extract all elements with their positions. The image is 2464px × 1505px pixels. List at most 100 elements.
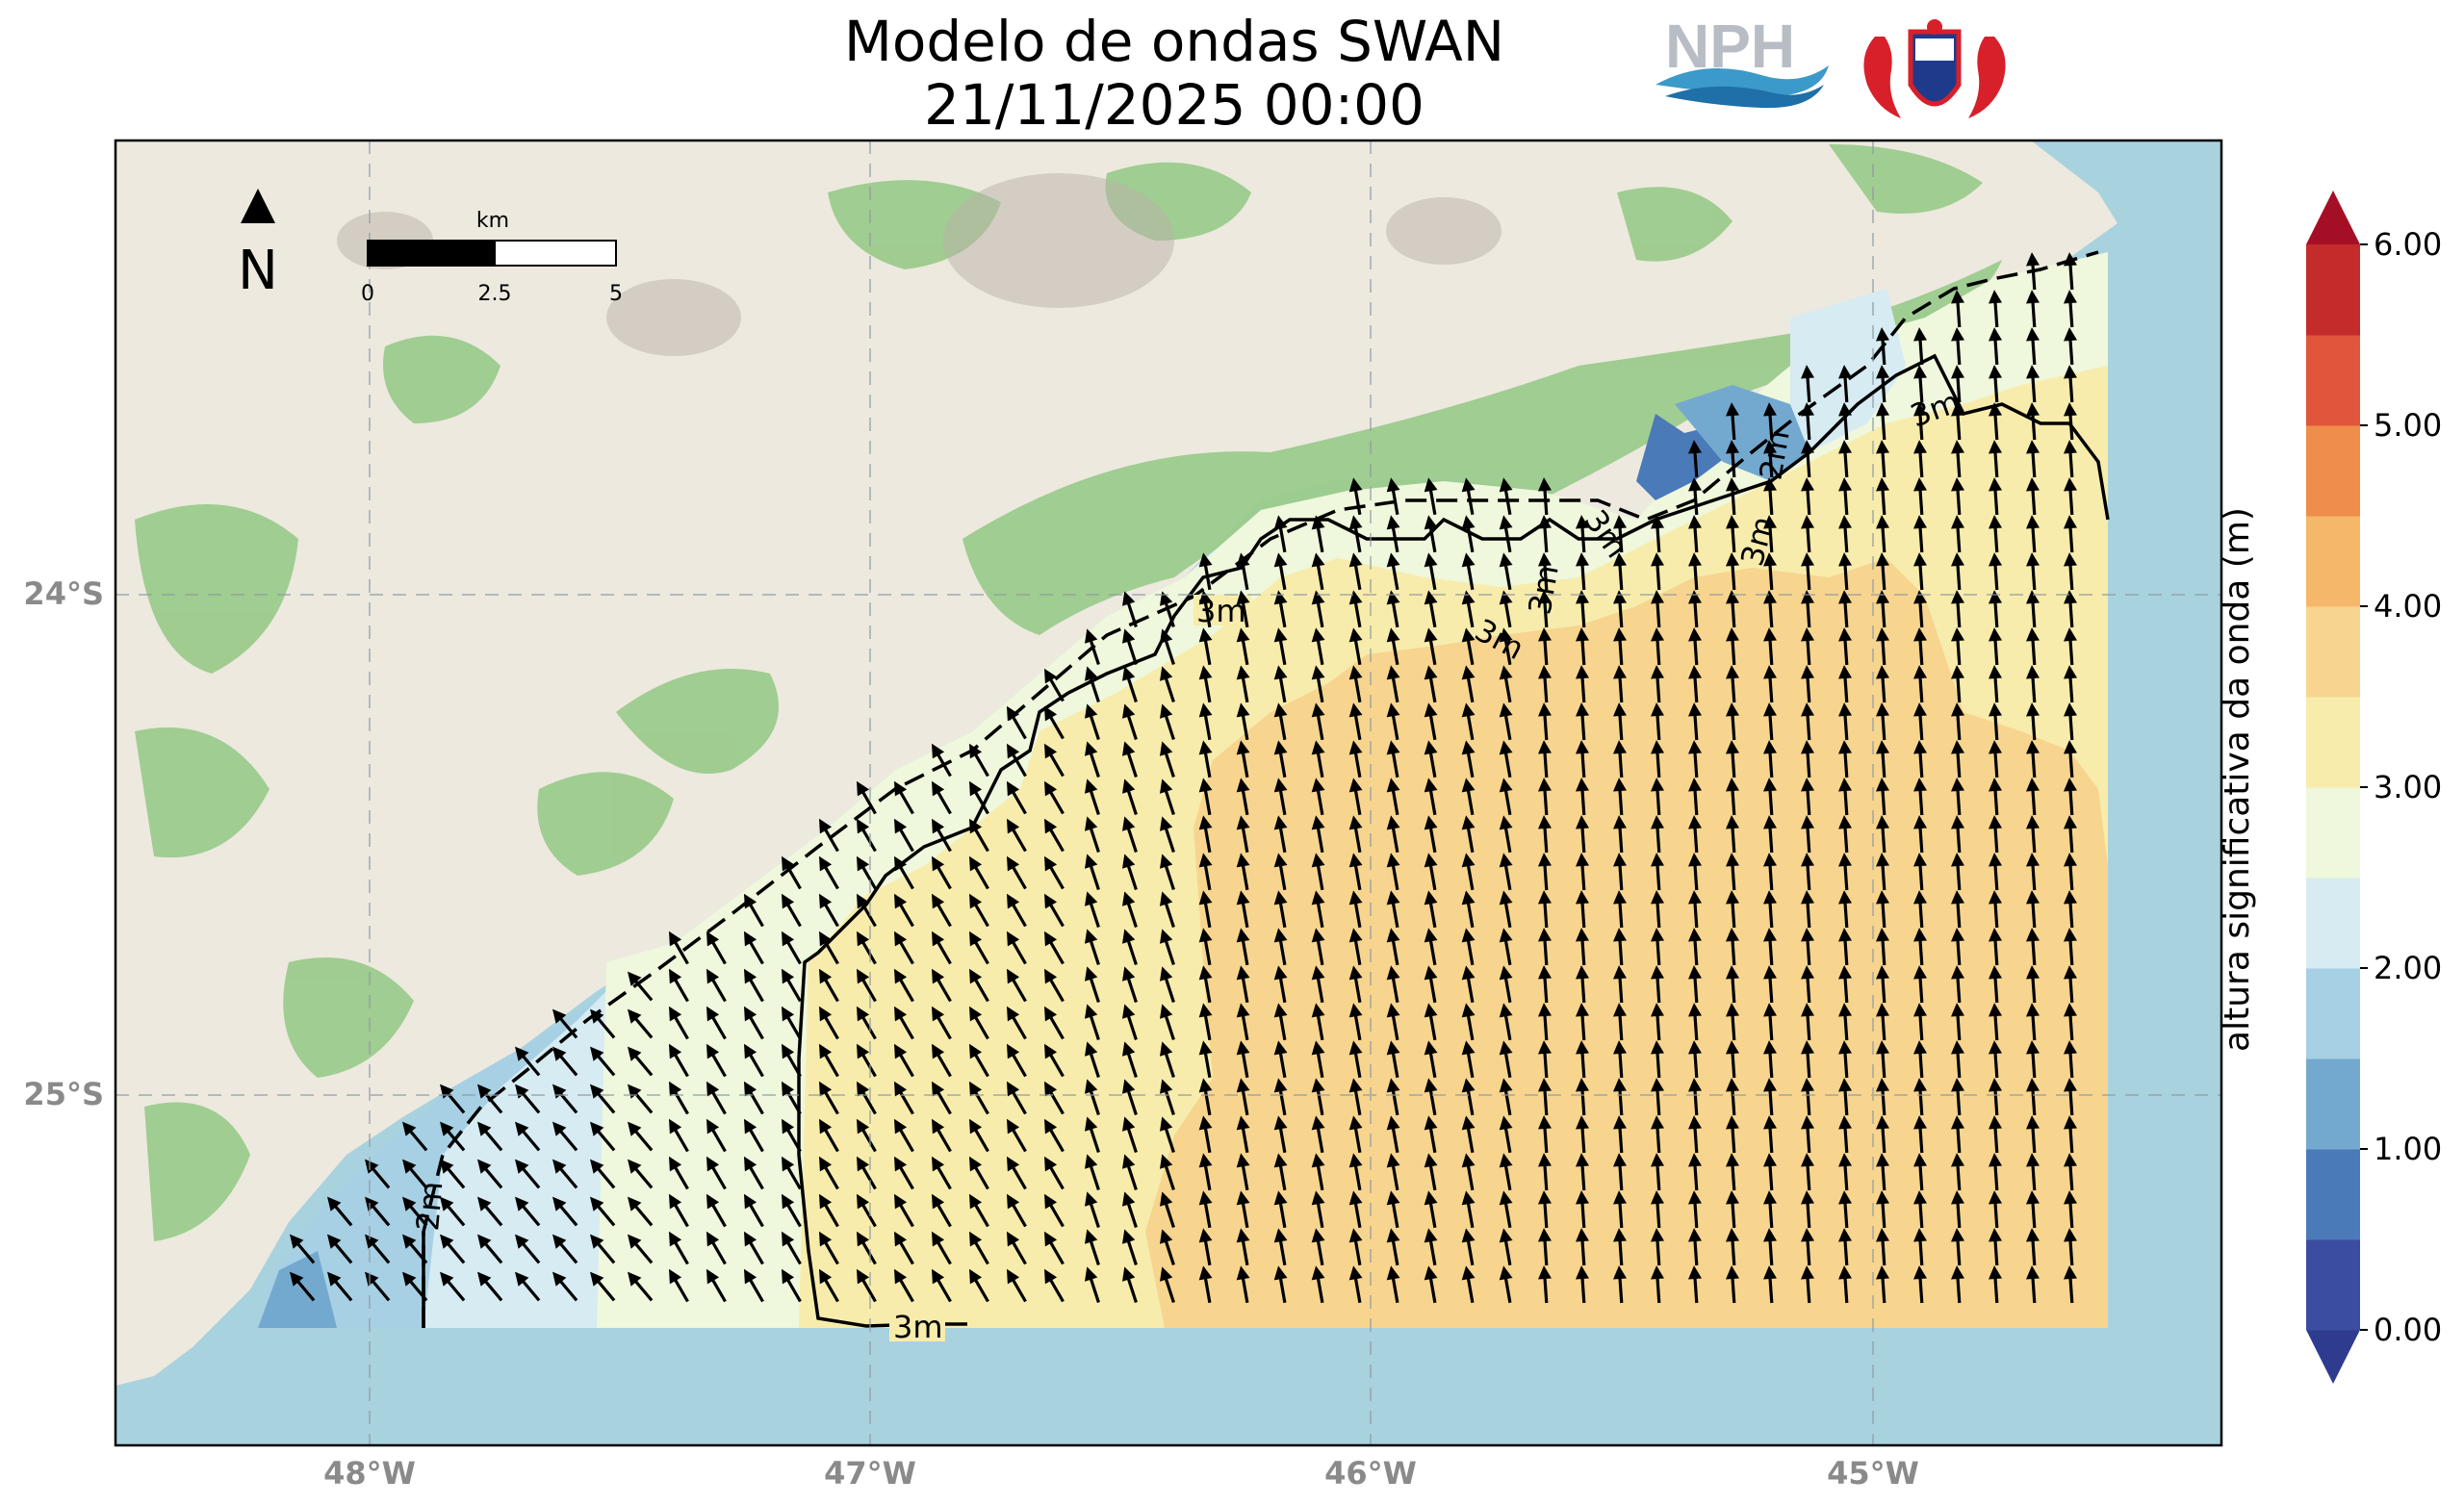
wave-direction-arrowhead xyxy=(1160,1191,1173,1207)
wave-direction-arrowhead xyxy=(932,818,945,834)
wave-direction-arrowhead xyxy=(2026,1003,2040,1017)
wave-direction-arrowhead xyxy=(365,1196,379,1212)
wave-direction-arrowhead xyxy=(1311,1153,1325,1168)
wave-direction-arrowhead xyxy=(1273,1153,1288,1168)
wave-direction-arrowhead xyxy=(932,1193,945,1210)
wave-direction-arrowhead xyxy=(1386,815,1400,830)
wave-direction-arrowhead xyxy=(1198,928,1213,943)
wave-direction-arrowhead xyxy=(1424,477,1438,493)
wave-direction-arrowhead xyxy=(1007,1118,1020,1135)
wave-direction-arrowhead xyxy=(1763,1190,1777,1205)
wave-direction-arrowhead xyxy=(1838,1078,1852,1092)
wave-direction-arrowhead xyxy=(1007,893,1020,909)
wave-direction-arrowhead xyxy=(1763,665,1777,679)
wave-direction-arrowhead xyxy=(1538,1265,1552,1280)
wave-direction-arrowhead xyxy=(1951,1115,1964,1130)
wave-direction-arrowhead xyxy=(1876,928,1889,942)
wave-direction-arrowhead xyxy=(1348,1265,1363,1281)
wave-direction-arrowhead xyxy=(1424,1115,1438,1131)
wave-direction-arrowhead xyxy=(669,1118,682,1135)
wave-direction-arrowhead xyxy=(1311,1003,1325,1018)
wave-direction-arrowhead xyxy=(1951,928,1964,942)
wave-direction-arrowhead xyxy=(1311,890,1325,906)
wave-direction-arrowhead xyxy=(1838,665,1852,679)
colorbar-segment xyxy=(2306,1149,2360,1240)
wave-direction-arrowhead xyxy=(1801,1153,1814,1167)
wave-direction-arrowhead xyxy=(1838,1040,1852,1055)
wave-direction-arrowhead xyxy=(1311,1040,1325,1056)
wave-direction-arrowhead xyxy=(1122,966,1136,982)
wave-direction-arrowhead xyxy=(1160,854,1173,869)
wave-direction-arrowhead xyxy=(1688,1190,1702,1205)
wave-direction-arrowhead xyxy=(1348,740,1363,755)
wave-direction-arrowhead xyxy=(1122,1116,1136,1132)
wave-direction-arrowhead xyxy=(1538,815,1552,829)
wave-direction-arrowhead xyxy=(1424,1190,1438,1206)
wave-direction-arrowhead xyxy=(1160,1229,1173,1244)
wave-direction-arrowhead xyxy=(552,1234,567,1249)
wave-direction-arrowhead xyxy=(1386,853,1400,868)
wave-direction-arrowhead xyxy=(1386,1078,1400,1093)
wave-direction-arrowhead xyxy=(1801,402,1814,417)
wave-direction-arrowhead xyxy=(1838,815,1852,829)
wave-direction-arrowhead xyxy=(1651,890,1664,905)
wave-direction-arrowhead xyxy=(1085,1004,1098,1019)
wave-direction-arrowhead xyxy=(819,1081,833,1097)
wave-direction-arrowhead xyxy=(1499,515,1513,530)
wave-direction-arrowhead xyxy=(1273,665,1288,680)
wave-direction-arrowhead xyxy=(1989,890,2002,905)
wave-direction-arrowhead xyxy=(1461,1078,1476,1093)
wave-direction-arrowhead xyxy=(1951,290,1964,304)
wave-direction-arrowhead xyxy=(1085,741,1098,756)
wave-direction-arrowhead xyxy=(327,1234,342,1249)
wave-direction-arrowhead xyxy=(744,1193,757,1210)
north-label: N xyxy=(238,240,278,302)
wave-direction-arrowhead xyxy=(1576,815,1589,829)
wave-direction-arrowhead xyxy=(2064,477,2077,492)
wave-direction-arrowhead xyxy=(515,1046,529,1061)
wave-direction-arrowhead xyxy=(1989,778,2002,792)
wave-direction-arrowhead xyxy=(1085,854,1098,869)
wave-direction-arrowhead xyxy=(1386,1265,1400,1281)
wave-direction-arrowhead xyxy=(1424,890,1438,906)
wave-direction-arrowhead xyxy=(1651,815,1664,829)
wave-direction-arrowhead xyxy=(2026,778,2040,792)
wave-direction-arrowhead xyxy=(552,1008,567,1024)
wave-direction-arrowhead xyxy=(1424,702,1438,718)
wave-direction-arrowhead xyxy=(1951,1265,1964,1280)
wave-direction-arrowhead xyxy=(515,1271,529,1287)
wave-direction-arrowhead xyxy=(1726,1265,1739,1280)
wave-direction-arrowhead xyxy=(1044,1193,1058,1210)
wave-direction-arrowhead xyxy=(1651,853,1664,867)
wave-direction-arrowhead xyxy=(1838,1003,1852,1017)
wave-direction-arrowhead xyxy=(1348,1078,1363,1093)
wave-direction-arrowhead xyxy=(819,1006,833,1022)
wave-direction-arrowhead xyxy=(1876,627,1889,642)
wave-direction-arrowhead xyxy=(1236,778,1250,793)
wave-direction-arrowhead xyxy=(1348,552,1363,568)
wave-direction-arrowhead xyxy=(894,931,908,947)
wave-direction-arrowhead xyxy=(1613,665,1627,679)
wave-direction-arrowhead xyxy=(894,780,908,797)
wave-direction-arrowhead xyxy=(1876,890,1889,905)
colorbar-segment xyxy=(2306,787,2360,879)
wave-direction-arrowhead xyxy=(1763,778,1777,792)
wave-direction-arrowhead xyxy=(1538,928,1552,942)
wave-direction-arrowhead xyxy=(857,1193,870,1210)
wave-direction-arrowhead xyxy=(1311,552,1325,568)
scale-tick: 0 xyxy=(361,282,374,306)
wave-direction-arrowhead xyxy=(1085,703,1098,719)
wave-direction-arrowhead xyxy=(1311,515,1325,530)
wave-direction-arrowhead xyxy=(628,971,642,986)
wave-direction-arrowhead xyxy=(782,855,795,872)
wave-direction-arrowhead xyxy=(327,1271,342,1287)
wave-direction-arrowhead xyxy=(1838,365,1852,379)
colorbar-segment xyxy=(2306,244,2360,336)
wave-direction-arrowhead xyxy=(440,1234,454,1249)
wave-direction-arrowhead xyxy=(2026,552,2040,567)
wave-direction-arrowhead xyxy=(894,1043,908,1059)
wave-direction-arrowhead xyxy=(1913,1040,1927,1055)
wave-direction-arrowhead xyxy=(1726,928,1739,942)
wave-direction-arrowhead xyxy=(1913,477,1927,492)
wave-direction-arrowhead xyxy=(1763,965,1777,980)
